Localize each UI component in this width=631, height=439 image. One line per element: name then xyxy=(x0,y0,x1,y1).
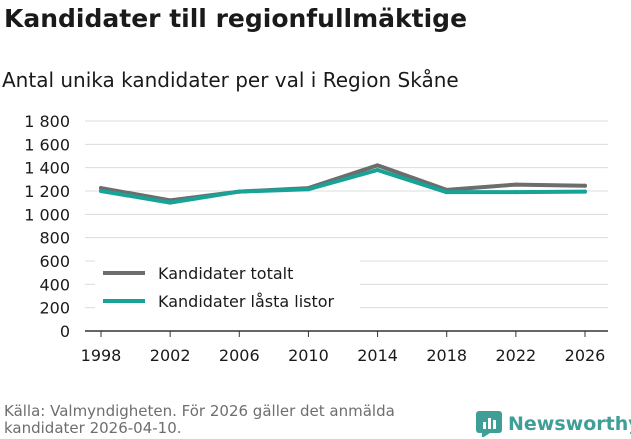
y-tick-label: 600 xyxy=(39,252,70,271)
x-tick-label: 2014 xyxy=(357,346,398,365)
brand-name: Newsworthy xyxy=(508,413,631,435)
legend-label-1: Kandidater totalt xyxy=(158,264,293,283)
newsworthy-logo-icon xyxy=(476,411,502,437)
y-tick-label: 1 800 xyxy=(24,112,70,131)
y-axis-ticks: 0 200 400 600 800 1 000 1 200 1 400 1 600 1 800 xyxy=(24,112,70,341)
series-line-2 xyxy=(99,168,587,205)
data-point xyxy=(237,189,242,194)
line-chart: 0 200 400 600 800 1 000 1 200 1 400 1 600 1 800 1… xyxy=(24,112,608,365)
legend: Kandidater totalt Kandidater låsta listor xyxy=(95,258,360,320)
data-point xyxy=(99,189,103,193)
data-point xyxy=(444,190,449,195)
series-lines xyxy=(99,163,587,205)
y-tick-label: 1 200 xyxy=(24,182,70,201)
chart-subtitle: Antal unika kandidater per val i Region … xyxy=(2,68,459,92)
data-point xyxy=(513,182,518,187)
series-line-1 xyxy=(99,163,587,203)
x-tick-label: 2022 xyxy=(495,346,536,365)
data-point xyxy=(583,183,587,188)
data-point xyxy=(99,186,103,191)
legend-background xyxy=(95,258,360,320)
data-point xyxy=(306,187,311,192)
y-tick-label: 800 xyxy=(39,229,70,248)
source-note: Källa: Valmyndigheten. För 2026 gäller d… xyxy=(4,402,395,437)
chart-title: Kandidater till regionfullmäktige xyxy=(4,4,468,33)
x-axis: 1998 2002 2006 2010 2014 2018 2022 2026 xyxy=(81,330,608,365)
legend-label-2: Kandidater låsta listor xyxy=(158,292,335,311)
y-tick-label: 400 xyxy=(39,275,70,294)
data-point xyxy=(583,189,587,194)
y-tick-label: 0 xyxy=(60,322,70,341)
data-point xyxy=(375,163,380,168)
x-tick-label: 2002 xyxy=(150,346,191,365)
x-tick-label: 1998 xyxy=(81,346,122,365)
x-tick-label: 2006 xyxy=(219,346,260,365)
data-point xyxy=(513,190,518,195)
y-tick-label: 200 xyxy=(39,299,70,318)
x-tick-label: 2026 xyxy=(565,346,606,365)
y-tick-label: 1 600 xyxy=(24,135,70,154)
y-tick-label: 1 000 xyxy=(24,205,70,224)
x-tick-label: 2010 xyxy=(288,346,329,365)
brand-logo: Newsworthy xyxy=(476,410,631,438)
y-tick-label: 1 400 xyxy=(24,159,70,178)
data-point xyxy=(375,168,380,172)
x-tick-label: 2018 xyxy=(426,346,467,365)
data-point xyxy=(168,200,173,205)
